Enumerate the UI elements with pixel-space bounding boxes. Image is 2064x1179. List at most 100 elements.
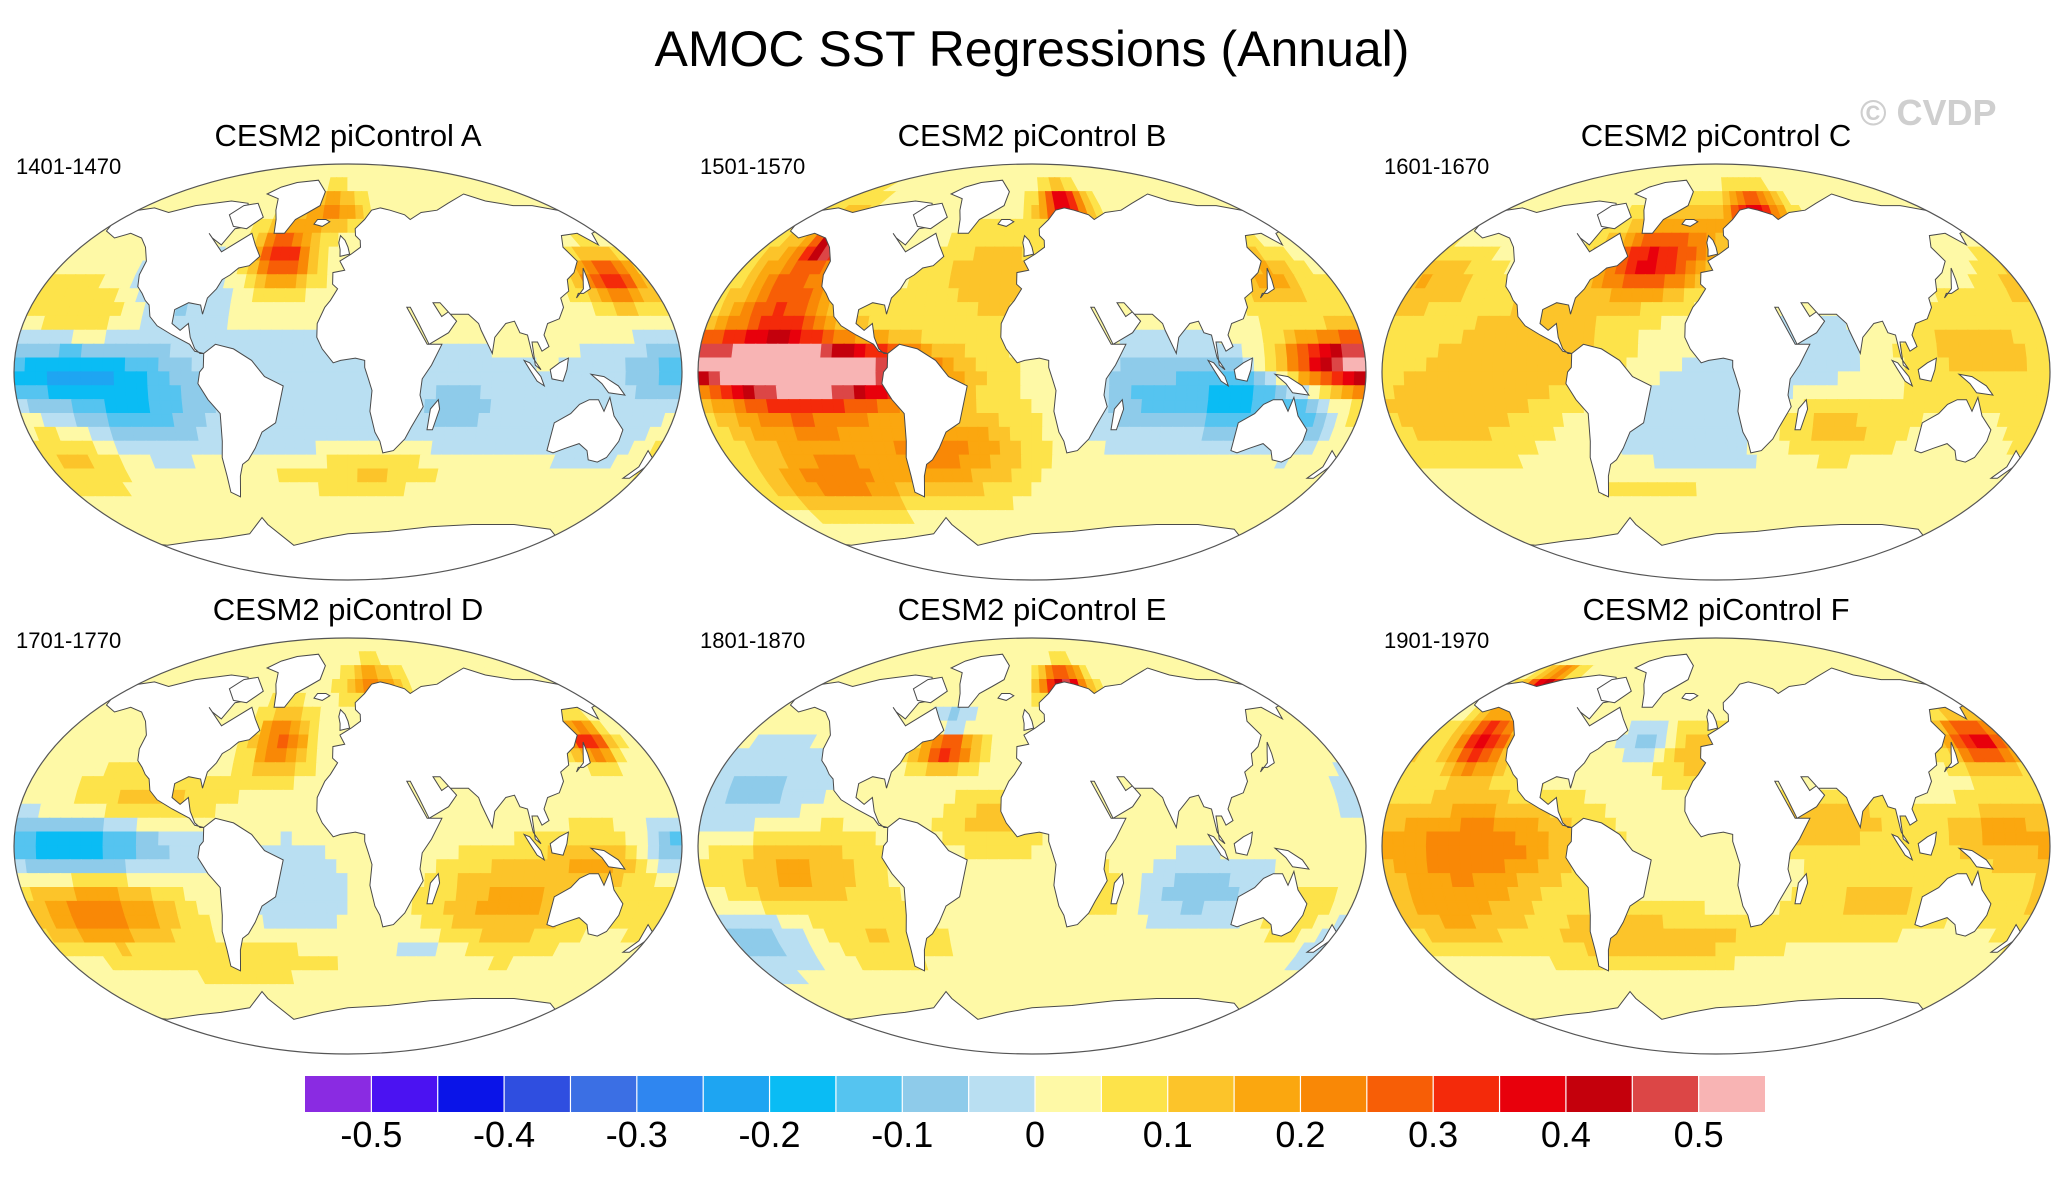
sst-cell (1698, 204, 1710, 221)
sst-cell (225, 329, 240, 345)
sst-cell (1792, 385, 1806, 401)
sst-cell (46, 371, 60, 387)
sst-cell (435, 385, 449, 401)
sst-cell (988, 440, 1002, 456)
sst-cell (975, 343, 989, 359)
sst-cell (337, 468, 349, 484)
sst-cell (1252, 343, 1267, 359)
sst-cell (602, 357, 616, 373)
sst-cell (1526, 343, 1540, 359)
sst-cell (835, 551, 873, 567)
sst-cell (1715, 385, 1728, 401)
sst-cell (976, 329, 989, 345)
sst-cell (1138, 164, 1187, 179)
sst-cell (338, 218, 349, 234)
sst-cell (236, 329, 251, 345)
sst-cell (258, 357, 271, 373)
sst-cell (1822, 164, 1871, 179)
sst-cell (124, 371, 138, 387)
sst-cell (318, 482, 330, 498)
sst-cell (454, 565, 503, 580)
sst-cell (753, 385, 768, 401)
sst-cell (1715, 413, 1728, 429)
sst-cell (169, 385, 183, 401)
sst-cell (1826, 357, 1840, 373)
sst-cell (1804, 371, 1817, 387)
sst-cell (447, 371, 460, 387)
sst-cell (445, 399, 460, 415)
sst-cell (58, 385, 73, 401)
sst-cell (1031, 413, 1044, 429)
sst-cell (1684, 274, 1697, 290)
sst-cell (1993, 371, 2007, 387)
sst-cell (1627, 315, 1641, 331)
sst-cell (158, 343, 172, 359)
sst-cell (1241, 343, 1255, 359)
sst-cell (986, 343, 1000, 359)
sst-cell (819, 357, 833, 373)
sst-cell (304, 302, 317, 318)
sst-cell (117, 537, 154, 553)
sst-cell (467, 329, 482, 345)
sst-cell (898, 329, 913, 345)
sst-cell (436, 371, 449, 387)
sst-cell (341, 164, 349, 179)
sst-cell (458, 164, 508, 179)
sst-cell (295, 274, 309, 290)
sst-cell (730, 357, 744, 373)
sst-cell (347, 371, 360, 387)
sst-cell (338, 496, 349, 512)
sst-cell (1993, 357, 2007, 373)
sst-cell (623, 385, 638, 401)
sst-cell (2037, 371, 2050, 387)
sst-cell (1813, 399, 1828, 415)
sst-cell (1000, 454, 1013, 470)
sst-cell (1848, 357, 1862, 373)
sst-cell (1012, 232, 1024, 248)
sst-cell (965, 399, 978, 415)
sst-cell (35, 371, 49, 387)
sst-cell (347, 399, 360, 415)
sst-cell (623, 343, 638, 359)
sst-cell (828, 551, 867, 567)
sst-cell (1694, 454, 1707, 470)
sst-cell (1707, 204, 1717, 221)
sst-cell (1493, 343, 1507, 359)
sst-cell (336, 440, 349, 456)
panel-title: CESM2 piControl A (214, 118, 482, 153)
sst-cell (336, 399, 349, 415)
sst-cell (176, 164, 230, 179)
sst-cell (1648, 357, 1662, 373)
sst-cell (1881, 343, 1895, 359)
sst-cell (753, 343, 768, 359)
sst-cell (316, 274, 329, 290)
sst-cell (979, 274, 993, 290)
sst-cell (1859, 385, 1873, 401)
sst-cell (730, 371, 744, 387)
sst-cell (542, 191, 579, 207)
sst-cell (988, 426, 1001, 442)
sst-cell (176, 565, 230, 580)
sst-cell (1470, 357, 1484, 373)
sst-cell (809, 343, 823, 359)
sst-cell (1693, 371, 1706, 387)
sst-cell (169, 371, 182, 387)
sst-cell (337, 482, 349, 498)
sst-cell (258, 329, 272, 345)
sst-cell (203, 329, 218, 345)
sst-cell (831, 385, 845, 401)
sst-cell (977, 426, 991, 442)
sst-cell (347, 413, 360, 429)
sst-cell (313, 371, 327, 387)
sst-cell (931, 329, 946, 345)
sst-cell (169, 357, 182, 373)
sst-cell (446, 343, 460, 359)
sst-cell (1526, 371, 1539, 387)
sst-cell (1031, 385, 1044, 401)
sst-cell (1696, 232, 1708, 248)
sst-cell (325, 399, 338, 415)
sst-cell (954, 315, 968, 331)
sst-cell (1882, 371, 1895, 387)
sst-cell (990, 468, 1004, 484)
sst-cell (569, 371, 583, 387)
